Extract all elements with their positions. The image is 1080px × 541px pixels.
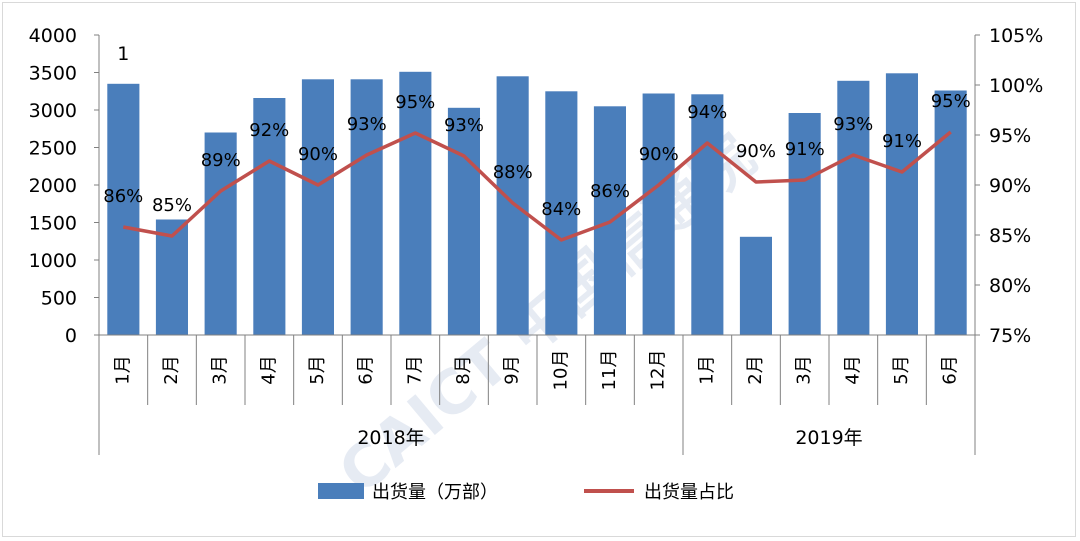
bar-6 <box>350 79 383 336</box>
bar-18 <box>934 90 967 335</box>
bar-17 <box>885 73 918 336</box>
share-data-label: 85% <box>152 195 192 216</box>
share-data-label: 91% <box>882 131 922 152</box>
share-data-label: 93% <box>347 114 387 135</box>
left-tick-label: 3000 <box>29 100 77 122</box>
bar-7 <box>399 71 432 336</box>
category-label: 5月 <box>891 355 912 384</box>
share-line <box>122 130 952 242</box>
category-label: 10月 <box>550 350 571 391</box>
category-label: 11月 <box>599 350 620 391</box>
left-tick-label: 0 <box>65 325 77 347</box>
share-data-label: 90% <box>736 141 776 162</box>
category-label: 8月 <box>453 355 474 384</box>
bar-8 <box>447 107 480 335</box>
bar-2 <box>155 219 188 335</box>
share-data-label: 93% <box>444 115 484 136</box>
bar-9 <box>496 76 529 336</box>
right-tick-label: 85% <box>989 225 1031 247</box>
bar-1 <box>107 83 140 336</box>
legend-bar-label: 出货量（万部） <box>372 482 498 503</box>
share-data-label: 90% <box>639 144 679 165</box>
category-label: 5月 <box>307 355 328 384</box>
bar-12 <box>642 93 675 335</box>
year-label: 2018年 <box>357 427 424 449</box>
share-data-label: 88% <box>493 162 533 183</box>
share-data-label: 95% <box>395 92 435 113</box>
share-data-label: 92% <box>249 120 289 141</box>
category-label: 2月 <box>745 355 766 384</box>
right-tick-label: 75% <box>989 325 1031 347</box>
bar-16 <box>837 80 870 336</box>
right-tick-label: 90% <box>989 175 1031 197</box>
category-label: 1月 <box>112 355 133 384</box>
bar-14 <box>739 236 772 336</box>
share-data-label: 90% <box>298 144 338 165</box>
share-data-label: 86% <box>590 181 630 202</box>
category-label: 4月 <box>842 355 863 384</box>
share-data-label: 91% <box>785 139 825 160</box>
bar-10 <box>545 91 578 336</box>
category-label: 1月 <box>696 355 717 384</box>
category-label: 12月 <box>648 350 669 391</box>
right-tick-label: 95% <box>989 125 1031 147</box>
bar-13 <box>691 94 724 336</box>
left-tick-label: 1500 <box>29 213 77 235</box>
right-tick-label: 100% <box>989 75 1043 97</box>
category-label: 6月 <box>940 355 961 384</box>
right-tick-label: 105% <box>989 25 1043 47</box>
share-data-label: 93% <box>833 114 873 135</box>
category-label: 9月 <box>502 355 523 384</box>
share-data-label: 94% <box>687 102 727 123</box>
bar-5 <box>301 79 334 336</box>
category-label: 6月 <box>356 355 377 384</box>
share-data-label: 95% <box>931 91 971 112</box>
category-label: 3月 <box>210 355 231 384</box>
legend-line-label: 出货量占比 <box>644 482 734 503</box>
left-tick-label: 3500 <box>29 63 77 85</box>
share-data-label: 86% <box>103 186 143 207</box>
category-label: 3月 <box>794 355 815 384</box>
left-tick-label: 500 <box>41 288 77 310</box>
legend-bar-swatch <box>318 483 364 499</box>
share-data-label: 89% <box>201 150 241 171</box>
left-tick-label: 2000 <box>29 175 77 197</box>
category-label: 7月 <box>404 355 425 384</box>
left-tick-label: 1000 <box>29 250 77 272</box>
right-tick-label: 80% <box>989 275 1031 297</box>
year-label: 2019年 <box>795 427 862 449</box>
category-label: 2月 <box>161 355 182 384</box>
stray-label: 1 <box>117 43 129 65</box>
category-label: 4月 <box>258 355 279 384</box>
left-tick-label: 2500 <box>29 138 77 160</box>
left-tick-label: 4000 <box>29 25 77 47</box>
bar-3 <box>204 132 237 335</box>
share-data-label: 84% <box>541 199 581 220</box>
bar-15 <box>788 113 821 335</box>
bar-4 <box>253 98 286 335</box>
